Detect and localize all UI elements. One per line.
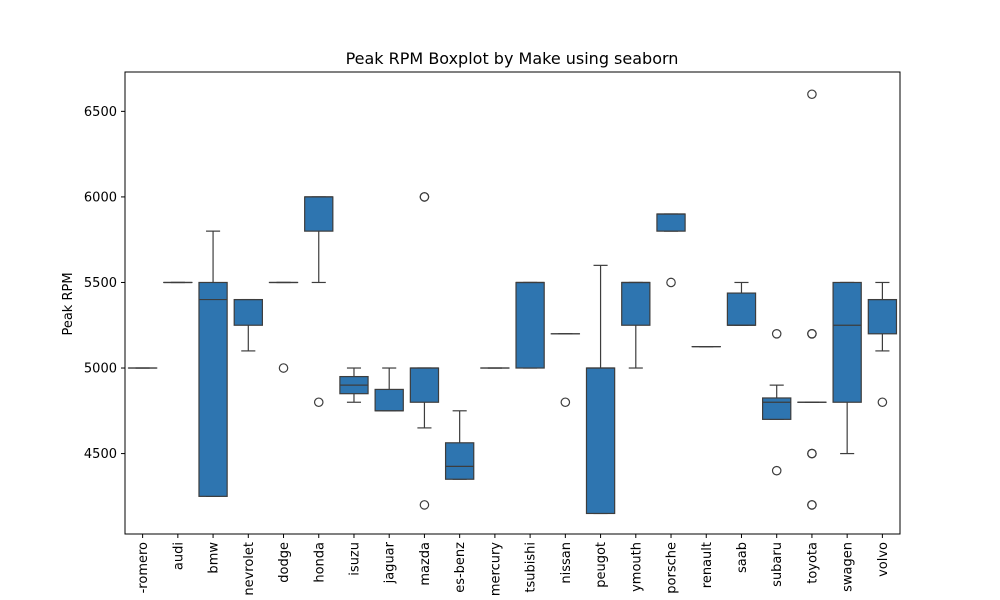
- box-mazda: [409, 192, 440, 510]
- box-isuzu: [339, 367, 369, 403]
- box-toyota: [797, 89, 827, 510]
- x-tick-label: nissan: [559, 542, 574, 584]
- box-dodge: [268, 281, 299, 373]
- box-subaru: [762, 328, 792, 476]
- outlier-point: [560, 397, 571, 408]
- outlier-point: [419, 500, 430, 510]
- box-iqr: [832, 281, 862, 403]
- x-tick-label: subaru: [770, 542, 785, 587]
- y-axis-ticks: 4500 5000 5500 6000 6500: [84, 105, 125, 462]
- box-saab: [726, 281, 757, 326]
- y-tick-label: 6500: [84, 105, 117, 120]
- outlier-point: [771, 328, 782, 339]
- box-peugot: [585, 264, 616, 515]
- chart-title: Peak RPM Boxplot by Make using seaborn: [346, 49, 679, 68]
- box-nissan: [550, 333, 581, 408]
- box-mitsubishi: [515, 281, 545, 369]
- x-tick-label: volvo: [876, 542, 891, 577]
- x-tick-label: jaguar: [383, 541, 398, 584]
- box-iqr: [585, 367, 616, 515]
- x-tick-label: peugot: [594, 542, 609, 588]
- box-iqr: [726, 292, 757, 326]
- x-tick-label: mercury: [488, 542, 503, 596]
- x-tick-label: honda: [312, 542, 327, 583]
- box-iqr: [374, 388, 404, 412]
- x-tick-label: ymouth: [629, 542, 644, 592]
- outlier-point: [877, 397, 888, 408]
- x-tick-label: porsche: [665, 542, 680, 594]
- x-tick-label: bmw: [207, 542, 222, 574]
- x-tick-label: toyota: [805, 542, 820, 584]
- x-tick-label: -romero: [136, 542, 151, 593]
- x-axis-ticks: -romero audi bmw nevrolet dodge honda isuzu jag…: [136, 534, 891, 596]
- outlier-point: [771, 465, 782, 476]
- y-tick-label: 6000: [84, 190, 117, 205]
- outlier-point: [807, 500, 817, 510]
- outlier-point: [807, 89, 817, 100]
- y-tick-label: 5000: [84, 362, 117, 377]
- box-bmw: [198, 230, 228, 497]
- box-iqr: [867, 298, 898, 335]
- x-tick-label: swagen: [841, 542, 856, 592]
- box-honda: [304, 196, 334, 408]
- box-iqr: [409, 367, 440, 403]
- outlier-point: [313, 397, 324, 408]
- x-tick-label: mazda: [418, 542, 433, 586]
- plot-area-frame: [124, 71, 901, 535]
- x-tick-label: nevrolet: [242, 542, 257, 596]
- x-tick-label: renault: [700, 542, 715, 588]
- x-tick-label: audi: [171, 542, 186, 570]
- outlier-point: [807, 328, 817, 339]
- box-volkswagen: [832, 281, 862, 455]
- box-iqr: [198, 281, 228, 497]
- box-chevrolet: [233, 298, 263, 352]
- x-tick-label: dodge: [277, 542, 292, 583]
- box-mercedes-benz: [444, 410, 475, 480]
- y-tick-label: 5500: [84, 276, 117, 291]
- y-tick-label: 4500: [84, 447, 117, 462]
- box-iqr: [762, 397, 792, 420]
- box-jaguar: [374, 367, 404, 412]
- outlier-point: [419, 192, 430, 202]
- box-iqr: [656, 213, 686, 232]
- box-iqr: [621, 281, 651, 326]
- x-tick-label: isuzu: [347, 542, 362, 576]
- box-iqr: [515, 281, 545, 369]
- box-plymouth: [621, 281, 651, 369]
- box-iqr: [233, 298, 263, 326]
- box-iqr: [444, 442, 475, 480]
- x-tick-label: saab: [735, 542, 750, 573]
- box-group: [127, 89, 898, 515]
- box-porsche: [656, 213, 686, 288]
- y-axis-label: Peak RPM: [61, 272, 76, 335]
- box-volvo: [867, 281, 898, 408]
- outlier-point: [666, 277, 676, 288]
- outlier-point: [807, 448, 817, 459]
- box-iqr: [304, 196, 334, 232]
- outlier-point: [278, 363, 289, 373]
- x-tick-label: es-benz: [453, 542, 468, 593]
- x-tick-label: tsubishi: [524, 542, 539, 593]
